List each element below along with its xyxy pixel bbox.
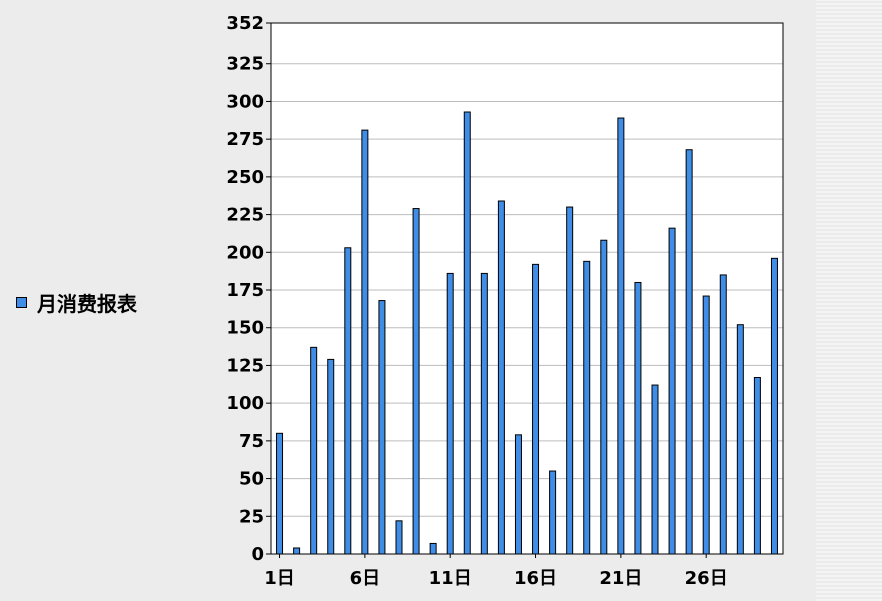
bar-5日 [344, 247, 352, 555]
y-tick-label: 125 [226, 355, 264, 376]
bar-19日 [583, 260, 591, 555]
bar-8日 [395, 520, 403, 555]
y-tick-label: 200 [226, 242, 264, 263]
bar-1日 [276, 432, 284, 555]
y-tick-label: 100 [226, 393, 264, 414]
bar-7日 [378, 300, 386, 555]
x-tick-label: 26日 [685, 568, 728, 589]
bar-4日 [327, 358, 335, 555]
plot-border [270, 22, 784, 555]
gridlines [271, 63, 783, 517]
bar-21日 [617, 117, 625, 555]
x-tick-label: 11日 [429, 568, 472, 589]
x-tick-label: 6日 [350, 568, 381, 589]
y-tick-label: 250 [226, 167, 264, 188]
y-tick-label: 0 [251, 544, 264, 565]
bar-13日 [480, 272, 488, 555]
bar-14日 [497, 200, 505, 555]
y-axis-ticks: 0 25 50 75 100 125 150 175 200 225 250 275 300 325 352 [226, 13, 271, 565]
legend-label: 月消费报表 [37, 292, 137, 316]
bar-11日 [446, 272, 454, 555]
bar-24日 [668, 227, 676, 555]
legend: 月消费报表 [16, 288, 137, 317]
y-tick-label: 25 [239, 506, 264, 527]
bar-25日 [685, 149, 693, 555]
x-axis-ticks: 1日 6日 11日 16日 21日 26日 [264, 554, 728, 589]
plot-area [271, 23, 783, 554]
y-tick-label: 352 [226, 13, 264, 34]
bar-26日 [702, 295, 710, 555]
bar-6日 [361, 129, 369, 555]
bar-17日 [549, 470, 557, 555]
y-tick-label: 75 [239, 431, 264, 452]
y-tick-label: 325 [226, 54, 264, 75]
legend-swatch [16, 297, 27, 308]
x-tick-label: 1日 [264, 568, 295, 589]
bar-18日 [566, 206, 574, 555]
y-tick-label: 50 [239, 469, 264, 490]
bar-9日 [412, 208, 420, 555]
y-tick-label: 175 [226, 280, 264, 301]
bar-16日 [532, 263, 540, 555]
bar-2日 [293, 547, 301, 555]
side-panel-strip [816, 0, 882, 601]
bar-10日 [429, 542, 437, 555]
bar-30日 [770, 257, 778, 555]
bar-15日 [514, 434, 522, 555]
bar-27日 [719, 274, 727, 555]
bar-3日 [310, 346, 318, 555]
y-tick-label: 150 [226, 318, 264, 339]
bar-29日 [753, 377, 761, 555]
bar-22日 [634, 281, 642, 555]
bars [276, 111, 778, 555]
bar-20日 [600, 239, 608, 555]
bar-23日 [651, 384, 659, 555]
bar-28日 [736, 324, 744, 555]
x-tick-label: 16日 [514, 568, 557, 589]
x-tick-label: 21日 [599, 568, 642, 589]
bar-12日 [463, 111, 471, 555]
y-tick-label: 275 [226, 129, 264, 150]
y-tick-label: 225 [226, 205, 264, 226]
y-tick-label: 300 [226, 91, 264, 112]
